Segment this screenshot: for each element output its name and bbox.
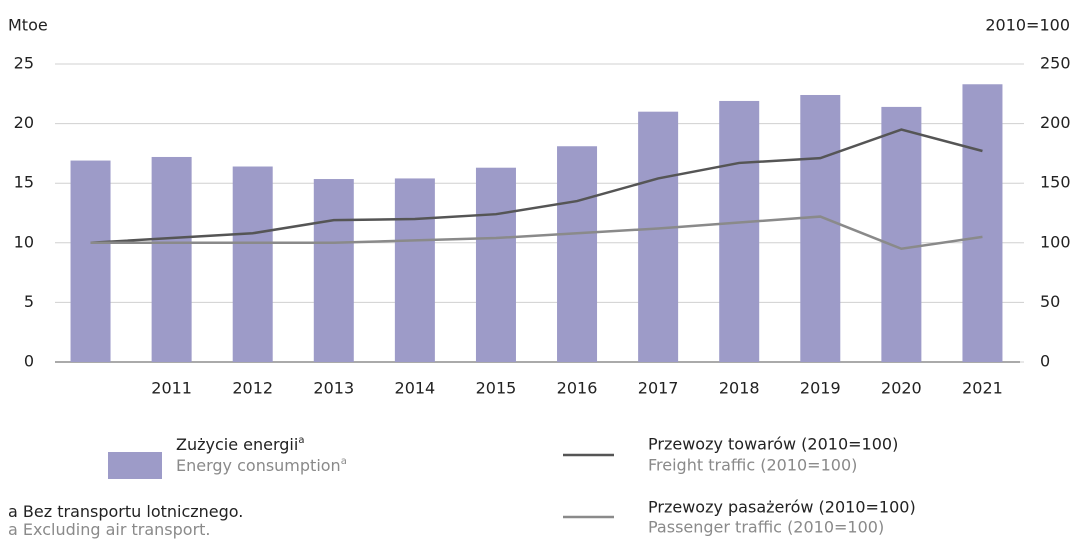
bar [232,166,273,362]
y2-tick-label: 200 [1040,113,1071,132]
y-tick-label: 5 [24,292,34,311]
x-tick-label: 2013 [313,379,354,398]
x-tick-label: 2012 [232,379,273,398]
bar [881,106,922,362]
bar [638,111,679,363]
bar [151,156,192,362]
y2-tick-label: 150 [1040,173,1071,192]
legend-label: Przewozy pasażerów (2010=100) [648,498,916,517]
line [90,128,983,245]
x-tick-label: 2015 [476,379,517,398]
y2-tick-label: 100 [1040,232,1071,251]
y2-tick-label: 250 [1040,54,1071,73]
legend-swatch-bar [108,452,162,479]
x-tick-label: 2017 [638,379,679,398]
bar [962,84,1003,362]
legend-label: Przewozy towarów (2010=100) [648,435,898,454]
bar [313,179,354,362]
x-tick-label: 2016 [557,379,598,398]
y-tick-label: 20 [14,113,34,132]
x-tick-label: 2019 [800,379,841,398]
bar [557,146,598,362]
x-tick-label: 2020 [881,379,922,398]
y-tick-label: 15 [14,173,34,192]
legend-label-en: Freight traffic (2010=100) [648,456,857,475]
y2-tick-label: 50 [1040,292,1060,311]
x-tick-label: 2014 [395,379,436,398]
line [90,215,983,251]
footnote: a Bez transportu lotnicznego. [8,502,243,521]
y-axis-label: Mtoe [8,16,48,35]
y2-tick-label: 0 [1040,352,1050,371]
bar [800,94,841,362]
bar [394,178,435,362]
x-tick-label: 2011 [151,379,192,398]
x-tick-label: 2018 [719,379,760,398]
legend-label-en: Passenger traffic (2010=100) [648,518,884,537]
bar [719,100,760,363]
y-tick-label: 0 [24,352,34,371]
x-tick-label: 2021 [962,379,1003,398]
y-tick-label: 25 [14,54,34,73]
bar [475,167,516,362]
legend-label-en: Energy consumptiona [176,456,347,475]
y2-axis-label: 2010=100 [985,16,1070,35]
bar [70,160,111,362]
y-tick-label: 10 [14,232,34,251]
footnote-en: a Excluding air transport. [8,520,211,539]
legend-label: Zużycie energiia [176,435,304,454]
